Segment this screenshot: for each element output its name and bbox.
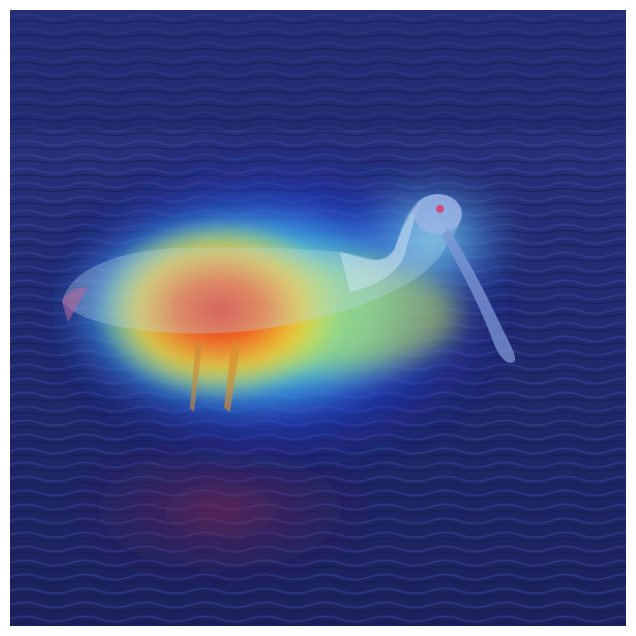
bird-body xyxy=(62,194,461,334)
spoonbill-bird xyxy=(62,194,516,412)
bird-eye xyxy=(436,205,444,213)
heatmap-svg xyxy=(10,10,626,626)
heat-core xyxy=(95,220,345,400)
bird-bill xyxy=(442,228,516,363)
bird-head xyxy=(414,194,462,234)
bird-neck xyxy=(340,200,422,292)
bird-tail xyxy=(62,287,88,322)
bird-leg-front xyxy=(190,340,202,412)
heatmap-image xyxy=(10,10,626,626)
bird-leg-back xyxy=(224,340,240,412)
upper-water-shade xyxy=(10,10,626,130)
